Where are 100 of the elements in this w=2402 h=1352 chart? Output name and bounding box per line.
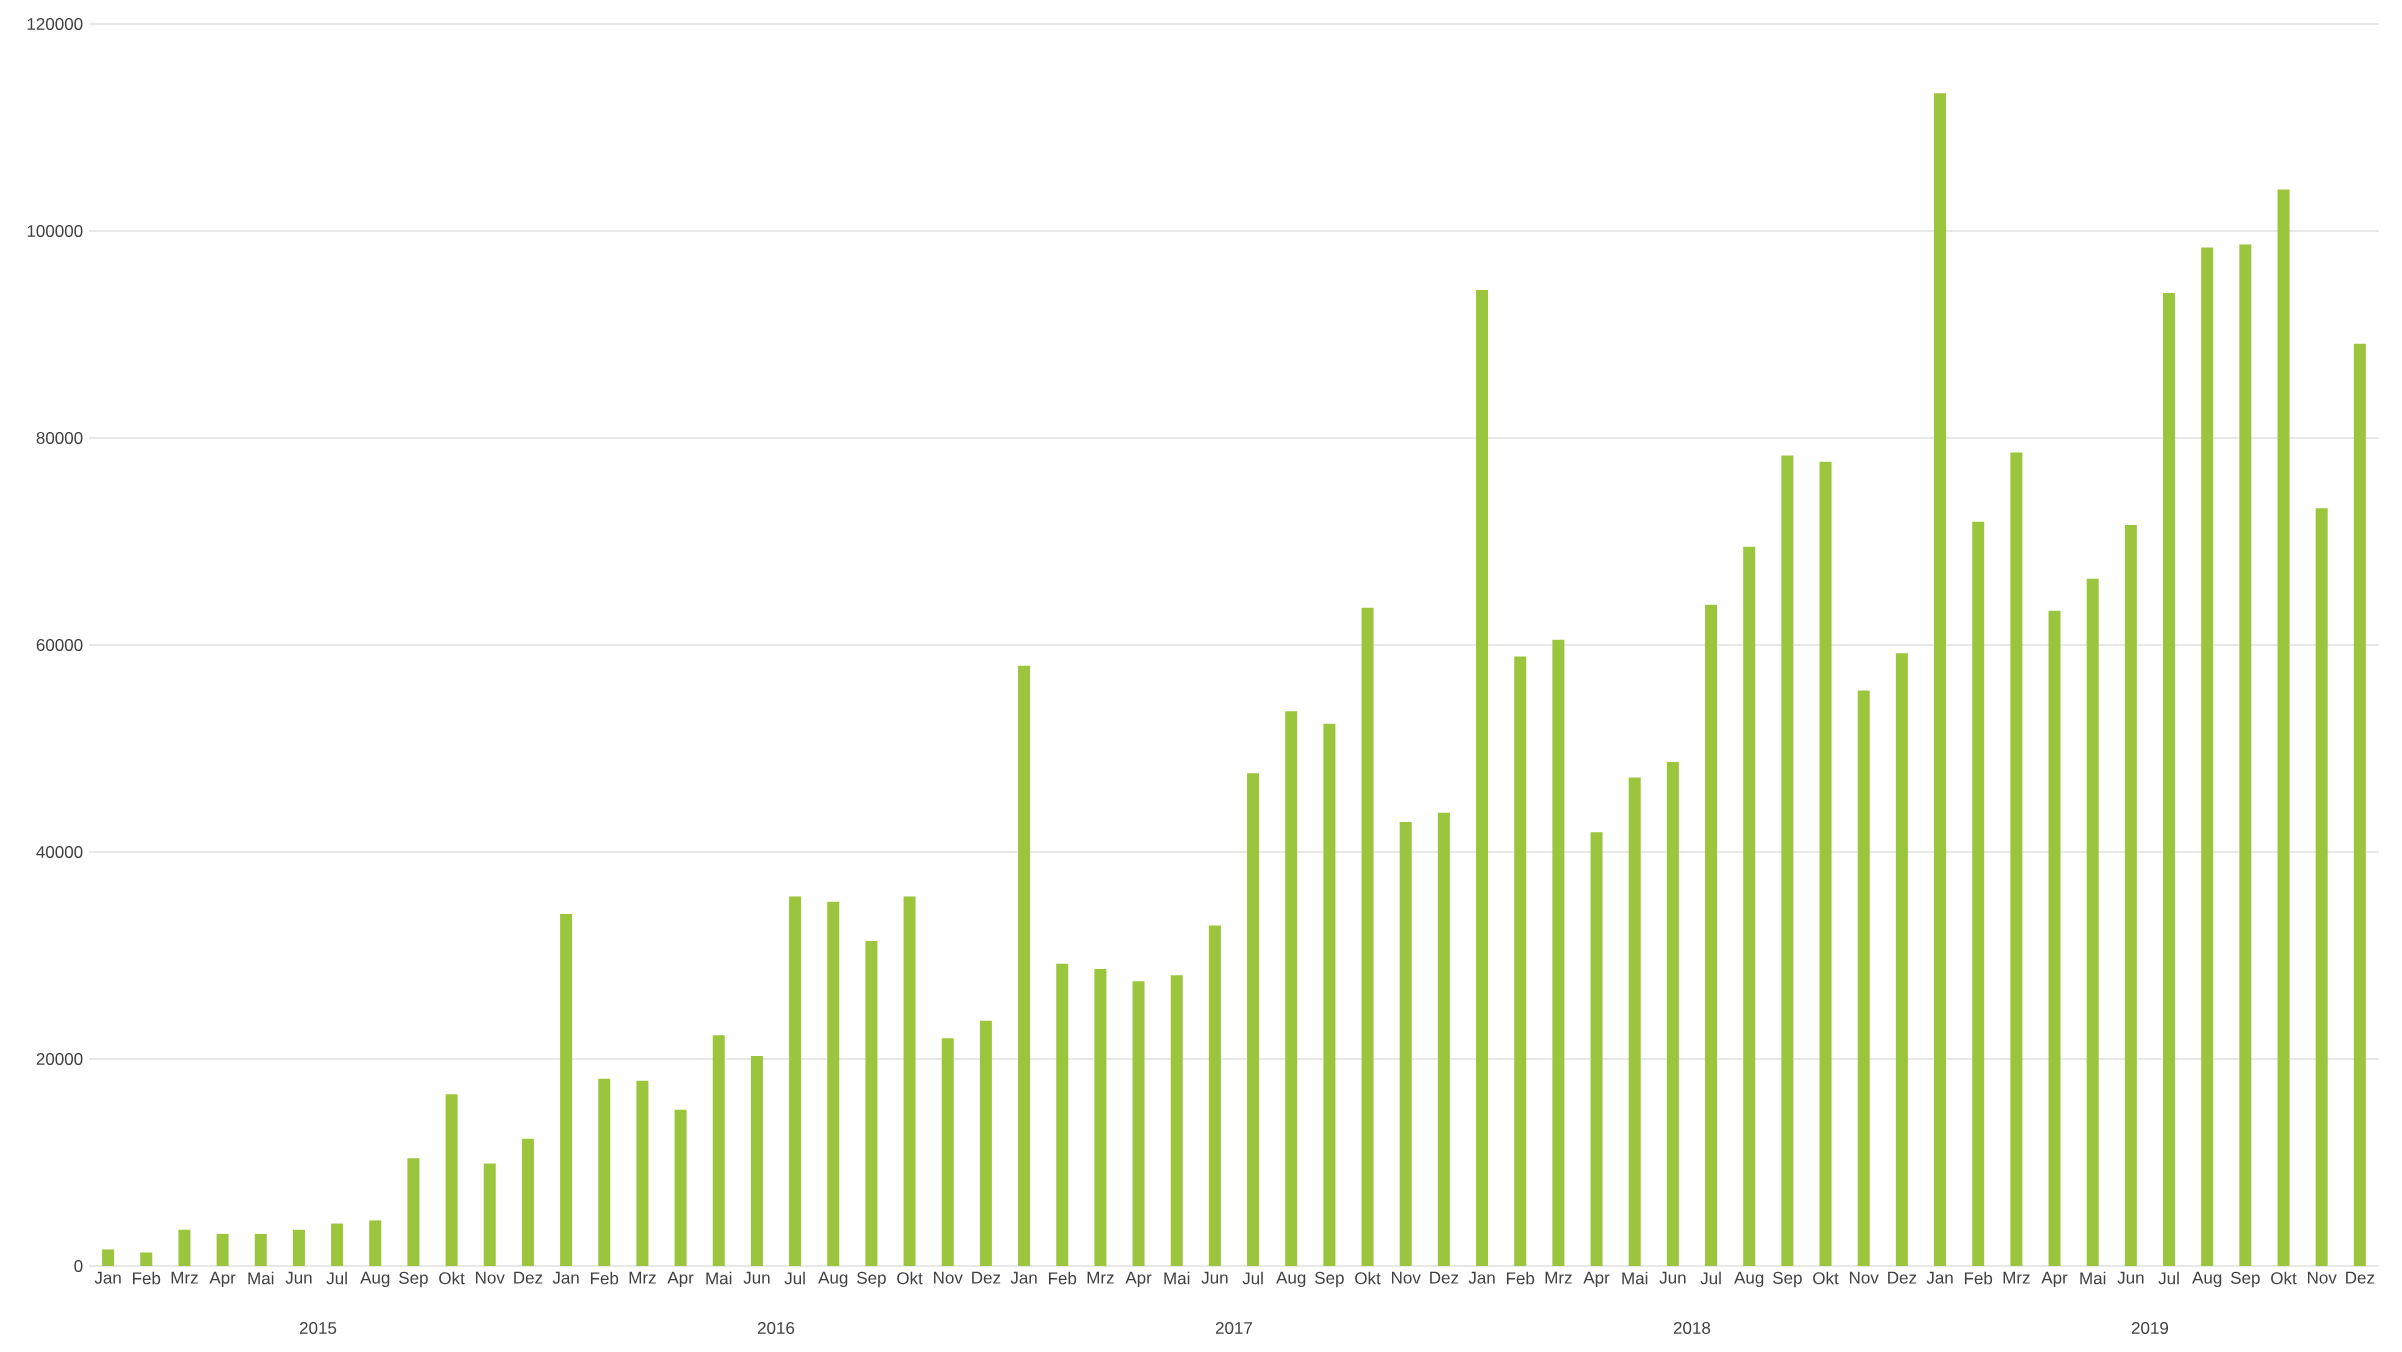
x-tick-label: Dez bbox=[2346, 1271, 2375, 1284]
bar bbox=[1018, 665, 1031, 1266]
bar bbox=[2048, 610, 2061, 1266]
x-tick-label: Mai bbox=[248, 1271, 274, 1285]
bar bbox=[1476, 289, 1489, 1266]
bar bbox=[1819, 461, 1832, 1266]
x-tick-label: Apr bbox=[1583, 1271, 1610, 1288]
y-tick-label: 20000 bbox=[36, 1052, 83, 1066]
x-tick-label: Jan bbox=[552, 1271, 579, 1284]
x-tick-label: Mai bbox=[1164, 1271, 1190, 1285]
bar bbox=[178, 1229, 191, 1266]
x-tick-label: Aug bbox=[2192, 1271, 2222, 1288]
x-tick-label: Nov bbox=[1392, 1271, 1421, 1284]
bar bbox=[1781, 455, 1794, 1266]
bar bbox=[1437, 812, 1450, 1266]
bar bbox=[1132, 981, 1145, 1266]
x-tick-label: Jun bbox=[285, 1271, 312, 1284]
x-tick-label: Mrz bbox=[1087, 1271, 1114, 1284]
bar bbox=[1056, 963, 1069, 1266]
x-tick-label: Jul bbox=[2158, 1271, 2179, 1285]
bar bbox=[750, 1055, 763, 1266]
x-tick-label: Feb bbox=[1506, 1271, 1535, 1285]
y-tick-label: 40000 bbox=[36, 845, 83, 859]
bar bbox=[903, 896, 916, 1266]
bar bbox=[865, 941, 878, 1266]
x-tick-label: Jul bbox=[1700, 1271, 1721, 1285]
bar bbox=[1972, 521, 1985, 1266]
x-tick-label: Nov bbox=[1849, 1271, 1879, 1284]
bar bbox=[254, 1233, 267, 1266]
bar bbox=[1323, 723, 1336, 1266]
bar bbox=[1628, 777, 1641, 1266]
text: 2015 bbox=[299, 1321, 337, 1335]
bar bbox=[1247, 773, 1260, 1266]
bar bbox=[941, 1038, 954, 1266]
x-tick-label: Jun bbox=[1659, 1271, 1686, 1284]
bar bbox=[979, 1020, 992, 1266]
x-tick-label: Aug bbox=[360, 1271, 390, 1288]
bar bbox=[1170, 975, 1183, 1266]
x-tick-label: Jan bbox=[1468, 1271, 1495, 1284]
y-tick-label: 120000 bbox=[27, 17, 83, 31]
bar bbox=[1399, 821, 1412, 1266]
y-tick-label: 100000 bbox=[27, 224, 83, 238]
x-tick-label: Mrz bbox=[171, 1271, 198, 1284]
x-tick-label: Okt bbox=[439, 1271, 465, 1285]
x-tick-label: Dez bbox=[1888, 1271, 1917, 1284]
bar bbox=[1094, 968, 1107, 1266]
x-tick-label: Feb bbox=[133, 1271, 161, 1285]
x-tick-label: Nov bbox=[934, 1271, 963, 1284]
x-tick-label: Jan bbox=[1926, 1271, 1953, 1284]
x-tick-label: Mai bbox=[1622, 1271, 1648, 1285]
bar bbox=[1705, 604, 1718, 1266]
x-tick-label: Dez bbox=[972, 1271, 1001, 1284]
bar bbox=[636, 1080, 649, 1266]
x-tick-label: Mrz bbox=[2003, 1271, 2030, 1284]
x-tick-label: Mai bbox=[706, 1271, 732, 1285]
bar bbox=[598, 1078, 611, 1266]
x-tick-label: Feb bbox=[1964, 1271, 1993, 1285]
bar bbox=[407, 1158, 420, 1266]
bar bbox=[521, 1138, 534, 1266]
bar bbox=[2163, 293, 2176, 1266]
bar bbox=[712, 1035, 725, 1266]
bar bbox=[560, 914, 573, 1266]
x-tick-label: Aug bbox=[818, 1271, 848, 1288]
bar bbox=[2239, 244, 2252, 1266]
bar bbox=[483, 1163, 496, 1266]
bar bbox=[1743, 546, 1756, 1266]
x-tick-label: Jun bbox=[2117, 1271, 2144, 1284]
x-tick-label: Apr bbox=[209, 1271, 236, 1288]
bar bbox=[1208, 925, 1221, 1266]
x-tick-label: Mai bbox=[2080, 1271, 2106, 1285]
bar bbox=[2353, 343, 2366, 1266]
x-tick-label: Apr bbox=[2041, 1271, 2068, 1288]
bar bbox=[2086, 578, 2099, 1266]
bar bbox=[140, 1252, 153, 1266]
bar bbox=[1590, 832, 1603, 1266]
bar bbox=[1514, 656, 1527, 1266]
bar bbox=[2124, 524, 2137, 1266]
x-tick-label: Aug bbox=[1734, 1271, 1764, 1288]
x-tick-label: Sep bbox=[1773, 1271, 1802, 1288]
y-tick-label: 0 bbox=[74, 1259, 83, 1273]
bar bbox=[1666, 761, 1679, 1266]
bar bbox=[1285, 711, 1298, 1266]
y-tick-label: 60000 bbox=[36, 638, 83, 652]
bar bbox=[789, 896, 802, 1266]
x-tick-label: Dez bbox=[1430, 1271, 1459, 1284]
bar bbox=[445, 1094, 458, 1266]
x-tick-label: Jun bbox=[743, 1271, 770, 1284]
x-tick-label: Okt bbox=[897, 1271, 923, 1285]
bar bbox=[369, 1220, 382, 1266]
text: 2019 bbox=[2131, 1321, 2169, 1335]
text: 2018 bbox=[1673, 1321, 1711, 1335]
text: 2016 bbox=[757, 1321, 795, 1335]
x-tick-label: Okt bbox=[2271, 1271, 2297, 1285]
x-tick-label: Okt bbox=[1355, 1271, 1381, 1285]
bar bbox=[1857, 690, 1870, 1266]
x-tick-label: Apr bbox=[1125, 1271, 1152, 1288]
bar bbox=[2277, 189, 2290, 1266]
bar bbox=[827, 901, 840, 1266]
x-tick-label: Sep bbox=[399, 1271, 428, 1288]
x-tick-label: Jun bbox=[1201, 1271, 1228, 1284]
